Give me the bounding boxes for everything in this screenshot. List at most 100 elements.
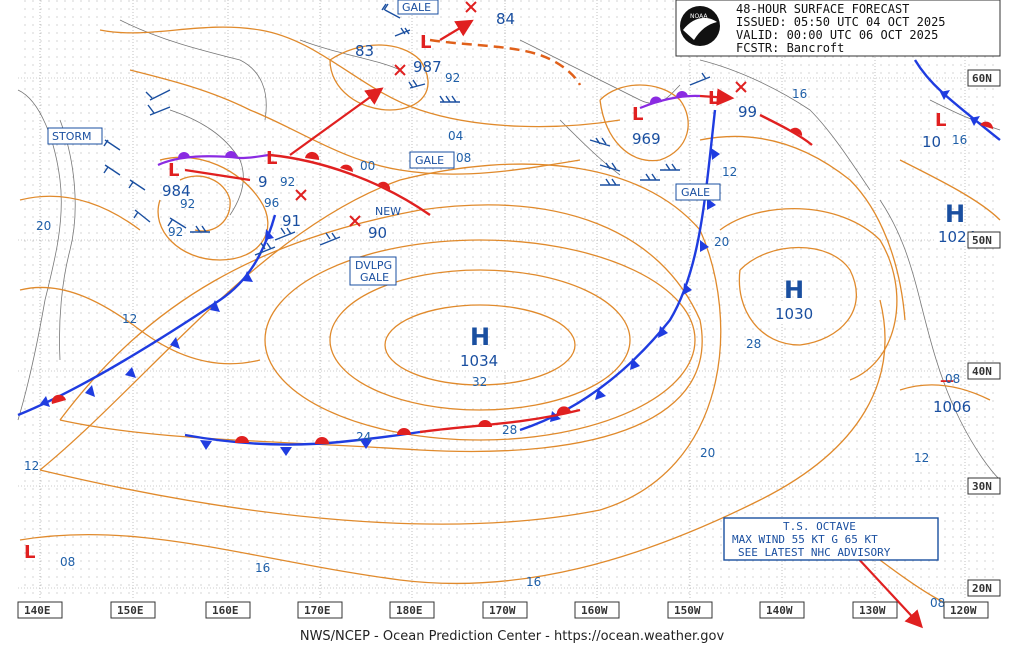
svg-text:L: L <box>632 104 643 125</box>
developing-gale-line1: DVLPG <box>355 259 392 272</box>
isobar-label: 12 <box>914 451 929 465</box>
isobar-label: 20 <box>700 446 715 460</box>
low-pressure-value: 1006 <box>933 398 971 416</box>
high-pressure-value: 1034 <box>460 352 498 370</box>
isobar-label: 04 <box>448 129 463 143</box>
isobar-label: 92 <box>180 197 195 211</box>
svg-text:L: L <box>935 110 946 131</box>
isobar-label: 08 <box>945 372 960 386</box>
warm-fronts <box>51 113 994 444</box>
developing-gale-line2: GALE <box>360 271 389 284</box>
isobar-label: 00 <box>360 159 375 173</box>
high-symbol: H <box>470 323 490 351</box>
wind-barbs <box>103 3 711 256</box>
low-pressure-value: 9 <box>258 173 268 191</box>
latitude-label: 30N <box>972 480 992 493</box>
isobar-label: 24 <box>356 430 371 444</box>
low-pressure-value: 984 <box>162 182 191 200</box>
low-pressure-value: 987 <box>413 58 442 76</box>
pressure-centers: H 1034 H 1030 H 1024 984 9 91 90 83 987 … <box>162 10 989 416</box>
isobar-label: 08 <box>60 555 75 569</box>
isobar-label: 08 <box>930 596 945 610</box>
isobar-label: 16 <box>952 133 967 147</box>
longitude-label: 130W <box>859 604 886 617</box>
isobars <box>19 26 1001 616</box>
map-background <box>18 0 1000 600</box>
high-symbol: H <box>945 200 965 228</box>
latitude-label: 60N <box>972 72 992 85</box>
issued-time: ISSUED: 05:50 UTC 04 OCT 2025 <box>736 15 946 29</box>
isobar-labels: 92 96 92 92 92 00 04 08 12 16 20 24 28 3… <box>24 71 967 610</box>
isobar-label: 08 <box>456 151 471 165</box>
low-pressure-value: 99 <box>738 103 757 121</box>
isobar-label: 16 <box>526 575 541 589</box>
longitude-label: 160E <box>212 604 239 617</box>
tropical-storm-advisory: T.S. OCTAVE MAX WIND 55 KT G 65 KT SEE L… <box>723 517 939 561</box>
isobar-label: 12 <box>24 459 39 473</box>
noaa-logo-text: NOAA <box>690 13 708 20</box>
low-pressure-value: 83 <box>355 42 374 60</box>
valid-time: VALID: 00:00 UTC 06 OCT 2025 <box>736 28 938 42</box>
occluded-fronts <box>157 91 701 167</box>
low-pressure-value: 91 <box>282 212 301 230</box>
isobar-label: 16 <box>792 87 807 101</box>
forecast-header: NOAA 48-HOUR SURFACE FORECAST ISSUED: 05… <box>675 0 1001 57</box>
svg-text:L: L <box>708 88 719 109</box>
svg-text:L: L <box>168 160 179 181</box>
latitude-label: 20N <box>972 582 992 595</box>
gale-warning: GALE <box>681 186 710 199</box>
low-pressure-value: 10 <box>922 133 941 151</box>
latitude-label: 40N <box>972 365 992 378</box>
isobar-label: 32 <box>472 375 487 389</box>
warning-tags: STORM GALE GALE GALE DVLPG GALE NEW <box>47 0 721 286</box>
longitude-label: 140E <box>24 604 51 617</box>
longitude-labels: 140E 150E 160E 170E 180E 170W 160W 150W … <box>17 601 989 619</box>
forecast-title: 48-HOUR SURFACE FORECAST <box>736 2 909 16</box>
isobar-label: 92 <box>280 175 295 189</box>
isobar-label: 12 <box>122 312 137 326</box>
low-pressure-value: 84 <box>496 10 515 28</box>
isobar-label: 28 <box>502 423 517 437</box>
isobar-label: 12 <box>722 165 737 179</box>
latitude-label: 50N <box>972 234 992 247</box>
advisory-line3: SEE LATEST NHC ADVISORY <box>738 546 891 559</box>
advisory-line1: T.S. OCTAVE <box>783 520 856 533</box>
storm-warning: STORM <box>52 130 92 143</box>
advisory-line2: MAX WIND 55 KT G 65 KT <box>732 533 878 546</box>
isobar-label: 92 <box>168 225 183 239</box>
svg-text:L: L <box>266 148 277 169</box>
svg-text:—: — <box>940 373 954 389</box>
longitude-label: 150W <box>674 604 701 617</box>
longitude-label: 150E <box>117 604 144 617</box>
gale-warning: GALE <box>402 1 431 14</box>
longitude-label: 140W <box>766 604 793 617</box>
isobar-label: 28 <box>746 337 761 351</box>
isobar-label: 92 <box>445 71 460 85</box>
high-pressure-value: 1024 <box>938 228 976 246</box>
latitude-labels: 60N 50N 40N 30N 20N <box>967 69 1001 597</box>
isobar-label: 20 <box>714 235 729 249</box>
longitude-label: 160W <box>581 604 608 617</box>
gale-warning: GALE <box>415 154 444 167</box>
longitude-label: 120W <box>950 604 977 617</box>
low-pressure-value: 90 <box>368 224 387 242</box>
high-pressure-value: 1030 <box>775 305 813 323</box>
forecast-dashed-front <box>429 38 582 86</box>
new-low-tag: NEW <box>375 205 401 218</box>
svg-text:L: L <box>420 32 431 53</box>
longitude-label: 170W <box>489 604 516 617</box>
center-x-markers <box>295 1 747 227</box>
low-pressure-value: 969 <box>632 130 661 148</box>
isobar-label: 20 <box>36 219 51 233</box>
storm-tracks <box>184 19 923 629</box>
isobar-label: 96 <box>264 196 279 210</box>
longitude-label: 180E <box>396 604 423 617</box>
low-symbols: L L L L L L L — <box>24 32 954 563</box>
forecaster: FCSTR: Bancroft <box>736 41 844 55</box>
high-symbol: H <box>784 276 804 304</box>
svg-text:L: L <box>24 542 35 563</box>
longitude-label: 170E <box>304 604 331 617</box>
footer-credit: NWS/NCEP - Ocean Prediction Center - htt… <box>300 629 725 644</box>
isobar-label: 16 <box>255 561 270 575</box>
